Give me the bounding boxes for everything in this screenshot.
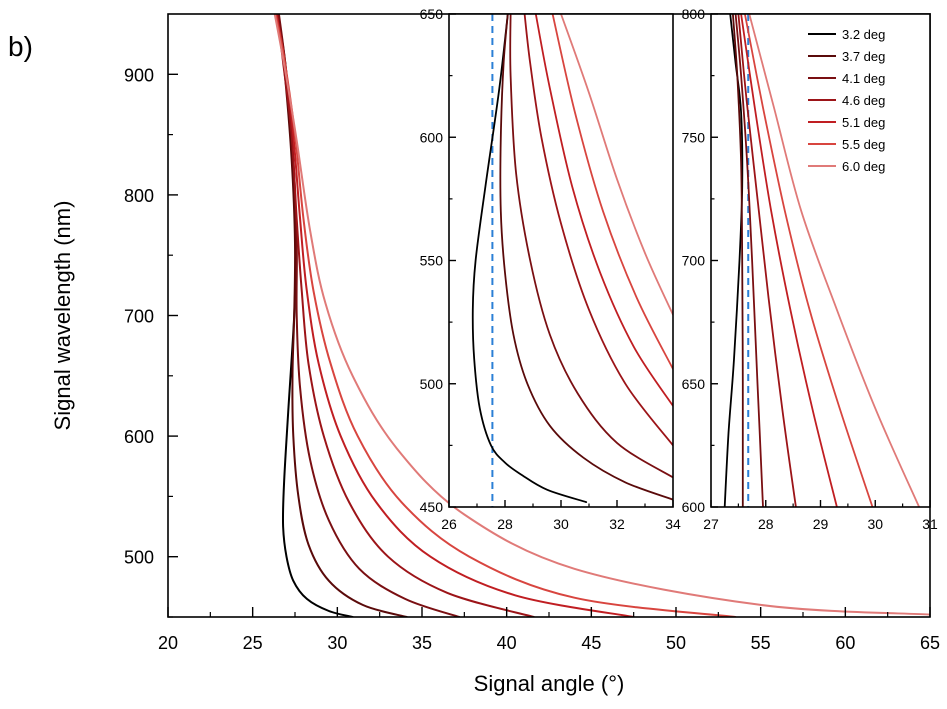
inset-right-series-4-1-deg	[734, 14, 764, 507]
inset-left-xtick-label: 26	[441, 516, 457, 532]
main-xtick-label: 45	[581, 633, 601, 653]
inset-left-series-4-1-deg	[509, 14, 673, 479]
inset-left-xtick-label: 28	[497, 516, 513, 532]
inset-right-ytick-label: 600	[682, 499, 706, 515]
inset-right-series-5-1-deg	[740, 14, 838, 507]
x-axis-title: Signal angle (°)	[474, 671, 625, 696]
inset-right-xtick-label: 31	[922, 516, 938, 532]
main-chart: 20 25 30 35 40 45 50 55 60 65 500 600 700 800 900 Signa…	[50, 13, 940, 696]
inset-left-series-6-0-deg	[560, 14, 673, 316]
legend-entry: 6.0 deg	[842, 159, 885, 174]
panel-label: b)	[8, 31, 33, 62]
inset-right-ytick-label: 750	[682, 129, 706, 145]
inset-left-xtick-label: 34	[665, 516, 681, 532]
main-series-4-1-deg	[277, 14, 461, 617]
main-ytick-label: 600	[124, 427, 154, 447]
main-xtick-label: 30	[327, 633, 347, 653]
main-series-5-1-deg	[275, 14, 635, 617]
main-series-4-6-deg	[276, 14, 535, 617]
main-xtick-label: 50	[666, 633, 686, 653]
inset-left-xtick-label: 32	[609, 516, 625, 532]
inset-right-ytick-label: 650	[682, 376, 706, 392]
main-xtick-label: 25	[243, 633, 263, 653]
legend-entry: 4.6 deg	[842, 93, 885, 108]
inset-left-series-3-7-deg	[499, 14, 673, 501]
main-xtick-label: 65	[920, 633, 940, 653]
main-xtick-label: 20	[158, 633, 178, 653]
legend-entry: 5.1 deg	[842, 115, 885, 130]
inset-left-series-4-6-deg	[523, 14, 673, 447]
inset-right-xtick-label: 28	[758, 516, 774, 532]
main-xtick-label: 55	[751, 633, 771, 653]
inset-right-xtick-label: 30	[867, 516, 883, 532]
inset-left-ytick-label: 500	[420, 376, 444, 392]
main-series-group	[273, 14, 930, 617]
inset-left-series-3-2-deg	[471, 14, 588, 503]
inset-right-ytick-label: 700	[682, 253, 706, 269]
main-ytick-label: 500	[124, 548, 154, 568]
main-xtick-label: 40	[497, 633, 517, 653]
legend-entry: 4.1 deg	[842, 71, 885, 86]
main-xtick-label: 35	[412, 633, 432, 653]
legend-entry: 3.2 deg	[842, 27, 885, 42]
main-series-6-0-deg	[273, 14, 930, 616]
inset-right-xtick-label: 29	[813, 516, 829, 532]
inset-right-ytick-label: 800	[682, 6, 706, 22]
inset-left-ytick-label: 550	[420, 253, 444, 269]
inset-left-ytick-label: 650	[420, 6, 444, 22]
inset-right-plot-background	[711, 14, 930, 507]
main-ytick-label: 700	[124, 307, 154, 327]
y-axis-title: Signal wavelength (nm)	[50, 201, 75, 431]
inset-right-xtick-label: 27	[703, 516, 719, 532]
inset-left-xtick-label: 30	[553, 516, 569, 532]
inset-left-ytick-label: 600	[420, 129, 444, 145]
legend: 3.2 deg 3.7 deg 4.1 deg 4.6 deg 5.1 deg 5.5 d…	[808, 27, 885, 174]
inset-right-series-3-7-deg	[732, 14, 744, 507]
inset-right-series-6-0-deg	[748, 14, 920, 507]
main-ytick-label: 900	[124, 65, 154, 85]
inset-right-series-5-5-deg	[744, 14, 874, 507]
legend-entry: 5.5 deg	[842, 137, 885, 152]
inset-left-series-5-5-deg	[551, 14, 673, 370]
main-series-3-7-deg	[277, 14, 408, 617]
inset-left-ytick-label: 450	[420, 499, 444, 515]
inset-left-plot-background	[449, 14, 673, 507]
inset-left-chart: 26 28 30 32 34 450 500 550 600 650	[420, 6, 681, 532]
inset-left-series-group	[471, 14, 673, 507]
inset-left-series-5-1-deg	[534, 14, 673, 407]
legend-entry: 3.7 deg	[842, 49, 885, 64]
main-xtick-label: 60	[835, 633, 855, 653]
inset-right-series-4-6-deg	[737, 14, 797, 507]
main-ytick-label: 800	[124, 186, 154, 206]
inset-right-series-group	[723, 14, 920, 507]
inset-right-chart: 27 28 29 30 31 600 650 700 750 800	[682, 6, 938, 532]
